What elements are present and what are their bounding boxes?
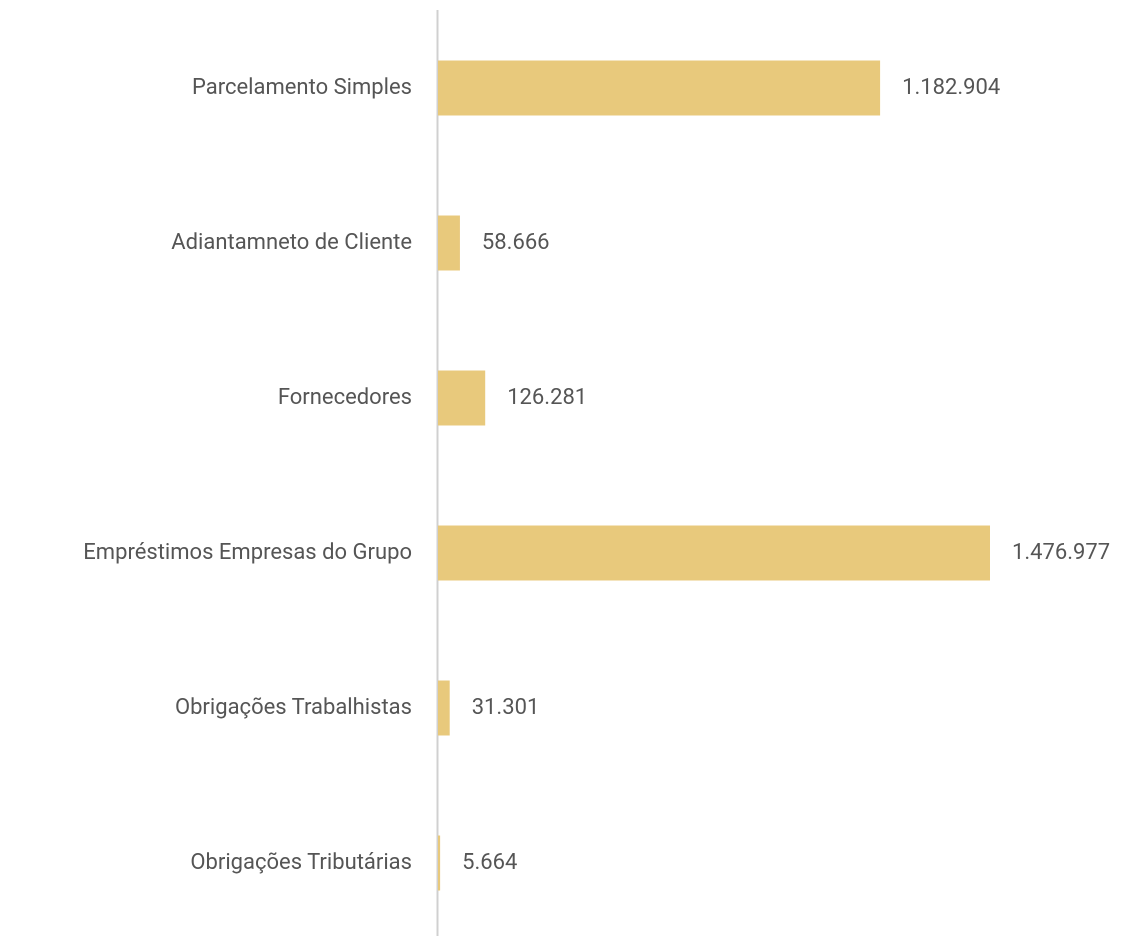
value-label: 5.664: [462, 850, 517, 875]
category-label: Adiantamneto de Cliente: [171, 230, 412, 255]
bar: [438, 835, 441, 891]
value-label: 1.476.977: [1012, 540, 1110, 565]
value-label: 31.301: [472, 695, 540, 720]
bar: [438, 680, 450, 736]
bar: [438, 370, 486, 426]
bar: [438, 525, 990, 581]
bar: [438, 60, 881, 116]
value-label: 1.182.904: [902, 75, 1000, 100]
category-label: Obrigações Trabalhistas: [175, 695, 412, 720]
value-label: 126.281: [507, 385, 587, 410]
value-label: 58.666: [482, 230, 550, 255]
bar: [438, 215, 460, 271]
category-label: Obrigações Tributárias: [190, 850, 412, 875]
category-label: Empréstimos Empresas do Grupo: [83, 540, 412, 565]
category-label: Parcelamento Simples: [192, 75, 412, 100]
category-label: Fornecedores: [278, 385, 412, 410]
